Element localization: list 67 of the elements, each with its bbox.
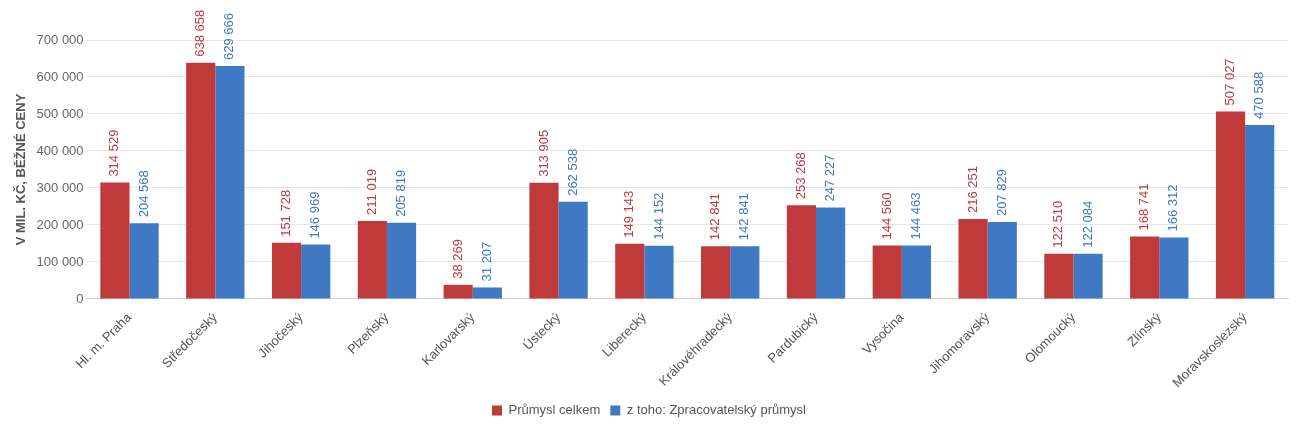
data-label: 638 658 (192, 9, 208, 57)
data-label: 247 227 (822, 154, 838, 202)
data-label: 253 268 (793, 152, 809, 200)
bar (472, 287, 502, 299)
data-label: 216 251 (964, 165, 980, 213)
bar (644, 245, 674, 299)
data-label: 262 538 (564, 148, 580, 196)
data-label: 122 084 (1079, 200, 1095, 248)
bar (1044, 253, 1074, 299)
data-label: 168 741 (1136, 183, 1152, 231)
data-label: 507 027 (1222, 58, 1238, 106)
bar (987, 222, 1017, 299)
y-tick-label: 600 000 (36, 68, 84, 84)
bar (129, 223, 159, 299)
bar (872, 245, 902, 299)
bar (730, 246, 760, 299)
legend-label: z toho: Zpracovatelský průmysl (626, 402, 807, 418)
data-label: 142 841 (707, 193, 723, 241)
bar (1073, 253, 1103, 299)
data-label: 211 019 (363, 168, 379, 215)
data-label: 207 829 (993, 169, 1009, 217)
bar (1245, 124, 1275, 299)
y-tick-label: 400 000 (36, 142, 84, 158)
bar (100, 182, 130, 299)
bar (1215, 111, 1246, 299)
y-tick-label: 700 000 (36, 31, 84, 47)
data-label: 313 905 (535, 129, 551, 177)
bar (558, 201, 588, 299)
bar (901, 245, 932, 299)
data-label: 151 728 (278, 189, 294, 237)
data-label: 144 463 (908, 192, 923, 240)
y-tick-label: 500 000 (36, 105, 84, 121)
bar (615, 243, 645, 299)
y-tick-label: 0 (76, 290, 84, 306)
legend-label: Průmysl celkem (508, 402, 601, 418)
data-label: 144 152 (650, 192, 666, 240)
data-label: 204 568 (135, 170, 151, 218)
bar (816, 207, 846, 299)
bar (186, 62, 216, 299)
bar (271, 242, 302, 299)
bar (1130, 236, 1160, 299)
bar (215, 66, 245, 299)
bar (786, 205, 817, 299)
bar (958, 218, 988, 299)
bar (301, 244, 331, 299)
data-label: 144 560 (878, 192, 894, 240)
bar (386, 222, 417, 299)
bar (1159, 237, 1189, 299)
bar (357, 220, 387, 299)
data-label: 629 666 (221, 13, 237, 61)
data-label: 31 207 (478, 241, 494, 282)
y-tick-label: 100 000 (36, 253, 84, 269)
data-label: 314 529 (106, 129, 122, 177)
data-label: 146 969 (307, 191, 323, 239)
data-label: 149 143 (621, 190, 637, 238)
data-label: 205 819 (393, 169, 409, 217)
y-axis-title: V MIL. KČ, BĚŽNÉ CENY (13, 93, 29, 246)
bar (443, 284, 473, 299)
data-label: 142 841 (736, 193, 752, 241)
data-label: 38 269 (449, 239, 465, 279)
y-tick-label: 200 000 (36, 216, 84, 232)
data-label: 122 510 (1050, 200, 1066, 248)
bar (701, 246, 731, 299)
data-label: 166 312 (1165, 184, 1181, 232)
data-label: 470 588 (1251, 71, 1267, 119)
bar (529, 182, 559, 299)
y-tick-label: 300 000 (36, 179, 84, 195)
